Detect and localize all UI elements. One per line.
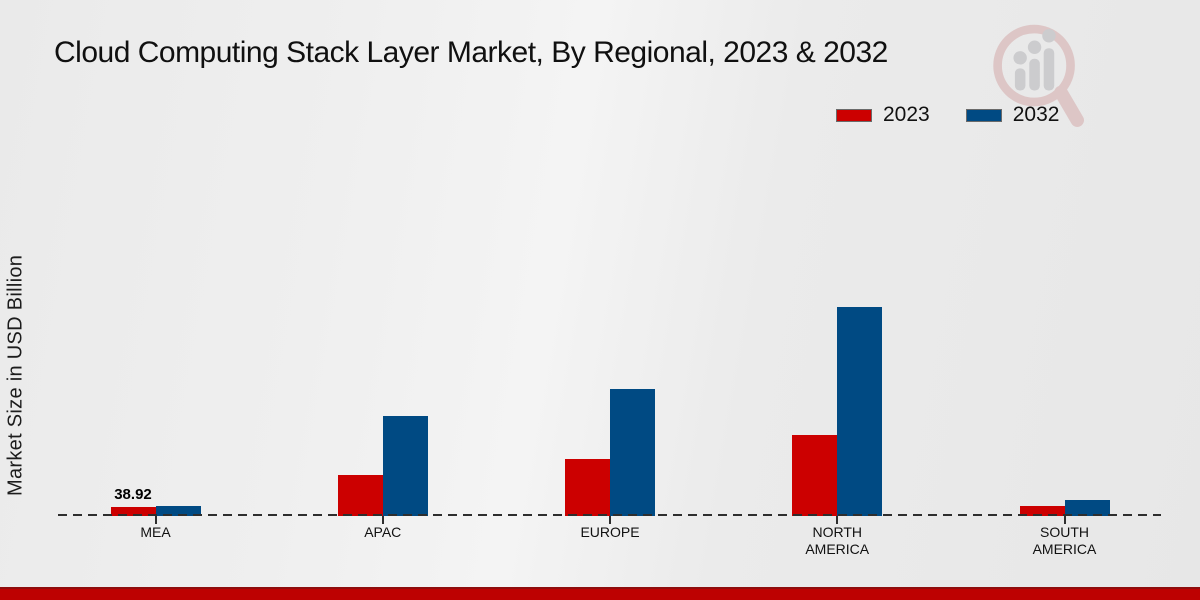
bar-2023-north-america [792,435,838,516]
legend-item-2023: 2023 [836,103,930,127]
x-tick-apac [381,516,384,524]
bar-2023-mea [110,507,156,516]
category-label-north-america: NORTH AMERICA [805,524,870,557]
category-label-mea: MEA [140,524,171,540]
category-label-south-america: SOUTH AMERICA [1032,524,1097,557]
x-tick-north-america [836,516,839,524]
legend-label: 2032 [1012,103,1060,126]
value-label-mea-2023: 38.92 [114,486,152,503]
legend: 2023 2032 [836,103,1059,127]
bar-2023-europe [565,459,610,516]
x-tick-mea [154,516,157,524]
bar-2023-apac [337,475,383,516]
category-label-europe: EUROPE [580,524,640,540]
bar-2032-south-america [1064,500,1110,516]
x-tick-europe [609,516,611,524]
x-axis-baseline [58,514,1161,516]
bar-2032-north-america [837,307,883,516]
legend-label: 2023 [883,103,930,126]
legend-swatch-2023 [836,108,872,122]
bar-2032-apac [382,416,428,516]
chart-title: Cloud Computing Stack Layer Market, By R… [54,36,888,69]
legend-item-2032: 2032 [965,103,1060,127]
bottom-red-band [0,587,1200,600]
bar-2032-mea [155,506,201,516]
x-tick-south-america [1063,516,1066,524]
bar-2023-south-america [1019,506,1065,516]
magnifier-bar-chart-logo [993,24,1084,127]
bar-2032-europe [610,389,655,516]
legend-swatch-2032 [965,108,1002,122]
category-label-apac: APAC [364,524,402,540]
